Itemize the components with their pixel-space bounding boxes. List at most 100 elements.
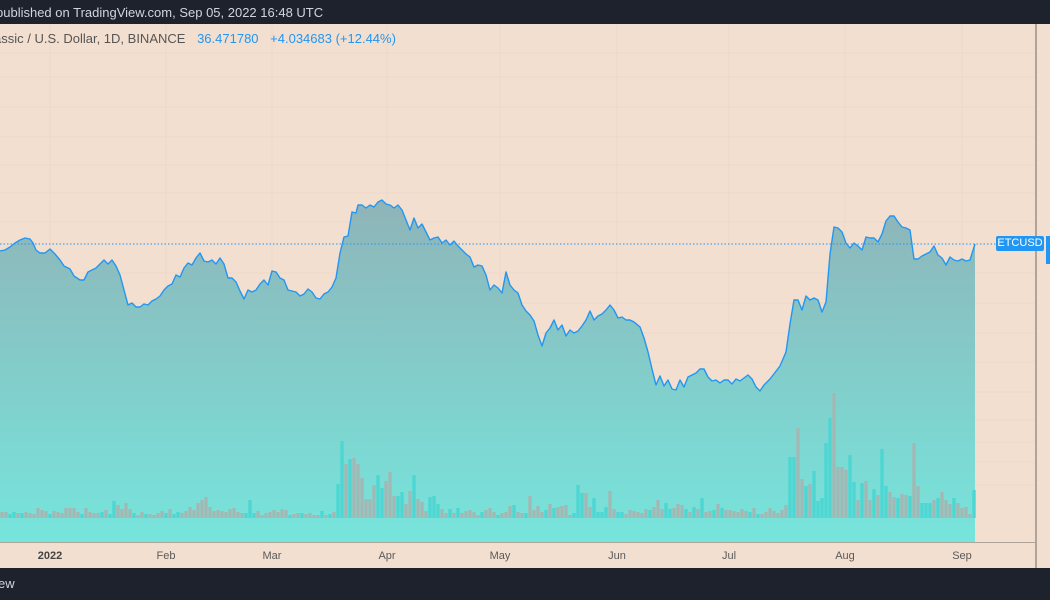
published-text: published on TradingView.com, Sep 05, 20… xyxy=(0,5,324,20)
volume-bar xyxy=(428,497,432,518)
volume-bar xyxy=(276,512,280,518)
volume-bar xyxy=(412,475,416,518)
volume-bar xyxy=(736,512,740,518)
volume-bar xyxy=(152,515,156,518)
volume-bar xyxy=(824,443,828,518)
volume-bar xyxy=(236,512,240,518)
volume-bar xyxy=(460,513,464,518)
volume-bar xyxy=(408,491,412,518)
volume-bar xyxy=(648,510,652,518)
time-axis-label: Jun xyxy=(608,550,626,562)
volume-bar xyxy=(232,508,236,518)
volume-bar xyxy=(112,501,116,518)
volume-bar xyxy=(584,493,588,518)
volume-bar xyxy=(684,509,688,518)
chart-pane[interactable]: assic / U.S. Dollar, 1D, BINANCE 36.4717… xyxy=(0,24,1050,568)
volume-bar xyxy=(336,484,340,518)
volume-bar xyxy=(528,496,532,518)
volume-bar xyxy=(628,510,632,518)
volume-bar xyxy=(284,510,288,518)
time-axis[interactable]: 2022 Feb Mar Apr May Jun Jul Aug Sep xyxy=(0,542,1035,569)
volume-bar xyxy=(468,510,472,518)
volume-bar xyxy=(120,509,124,518)
volume-bar xyxy=(832,393,836,518)
volume-bar xyxy=(868,500,872,518)
volume-bar xyxy=(492,512,496,518)
volume-bar xyxy=(496,515,500,518)
volume-bar xyxy=(436,504,440,518)
chart-legend: assic / U.S. Dollar, 1D, BINANCE 36.4717… xyxy=(0,31,396,46)
volume-bar xyxy=(224,512,228,518)
volume-bar xyxy=(200,500,204,518)
volume-bar xyxy=(608,491,612,518)
volume-bar xyxy=(260,515,264,518)
volume-bar xyxy=(476,515,480,518)
volume-bar xyxy=(636,512,640,518)
volume-bar xyxy=(692,507,696,518)
last-price: 36.471780 xyxy=(197,31,259,46)
volume-bar xyxy=(860,483,864,518)
volume-bar xyxy=(444,513,448,518)
volume-bar xyxy=(732,511,736,518)
volume-bar xyxy=(520,513,524,518)
volume-bar xyxy=(228,509,232,518)
volume-bar xyxy=(40,510,44,518)
volume-bar xyxy=(88,512,92,518)
volume-bar xyxy=(240,513,244,518)
time-axis-label: Sep xyxy=(952,550,972,562)
volume-bar xyxy=(376,475,380,518)
brand-text: ew xyxy=(0,576,15,591)
volume-bar xyxy=(176,512,180,518)
volume-bar xyxy=(804,486,808,518)
volume-bar xyxy=(84,508,88,518)
volume-bar xyxy=(724,510,728,518)
volume-bar xyxy=(640,513,644,518)
volume-bar xyxy=(660,509,664,518)
volume-bar xyxy=(904,495,908,518)
volume-bar xyxy=(924,503,928,518)
volume-bar xyxy=(704,512,708,518)
volume-bar xyxy=(328,514,332,518)
volume-bar xyxy=(840,467,844,518)
volume-bar xyxy=(456,508,460,518)
price-plot[interactable] xyxy=(0,24,1035,542)
volume-bar xyxy=(952,498,956,518)
volume-bar xyxy=(220,511,224,518)
volume-bar xyxy=(356,464,360,518)
volume-bar xyxy=(876,495,880,518)
volume-bar xyxy=(964,507,968,518)
volume-bar xyxy=(604,507,608,518)
volume-bar xyxy=(72,508,76,518)
volume-bar xyxy=(572,513,576,518)
volume-bar xyxy=(620,512,624,518)
volume-bar xyxy=(256,511,260,518)
volume-bar xyxy=(192,510,196,518)
volume-bar xyxy=(888,492,892,518)
volume-bar xyxy=(508,506,512,518)
volume-bar xyxy=(548,504,552,518)
volume-bar xyxy=(540,512,544,518)
volume-bar xyxy=(144,514,148,518)
volume-bar xyxy=(524,513,528,518)
volume-bar xyxy=(300,513,304,518)
volume-bar xyxy=(64,508,68,518)
volume-bar xyxy=(24,512,28,518)
volume-bar xyxy=(108,514,112,518)
volume-bar xyxy=(168,509,172,518)
volume-bar xyxy=(268,512,272,518)
volume-bar xyxy=(348,459,352,518)
volume-bar xyxy=(784,505,788,518)
volume-bar xyxy=(884,486,888,518)
volume-bar xyxy=(516,512,520,518)
volume-bar xyxy=(564,505,568,518)
volume-bar xyxy=(440,509,444,518)
volume-bar xyxy=(696,509,700,518)
volume-bar xyxy=(76,512,80,518)
volume-bar xyxy=(948,504,952,518)
volume-bar xyxy=(788,457,792,518)
volume-bar xyxy=(124,503,128,518)
volume-bar xyxy=(592,498,596,518)
price-area xyxy=(0,200,975,542)
volume-bar xyxy=(932,500,936,518)
volume-bar xyxy=(928,503,932,518)
